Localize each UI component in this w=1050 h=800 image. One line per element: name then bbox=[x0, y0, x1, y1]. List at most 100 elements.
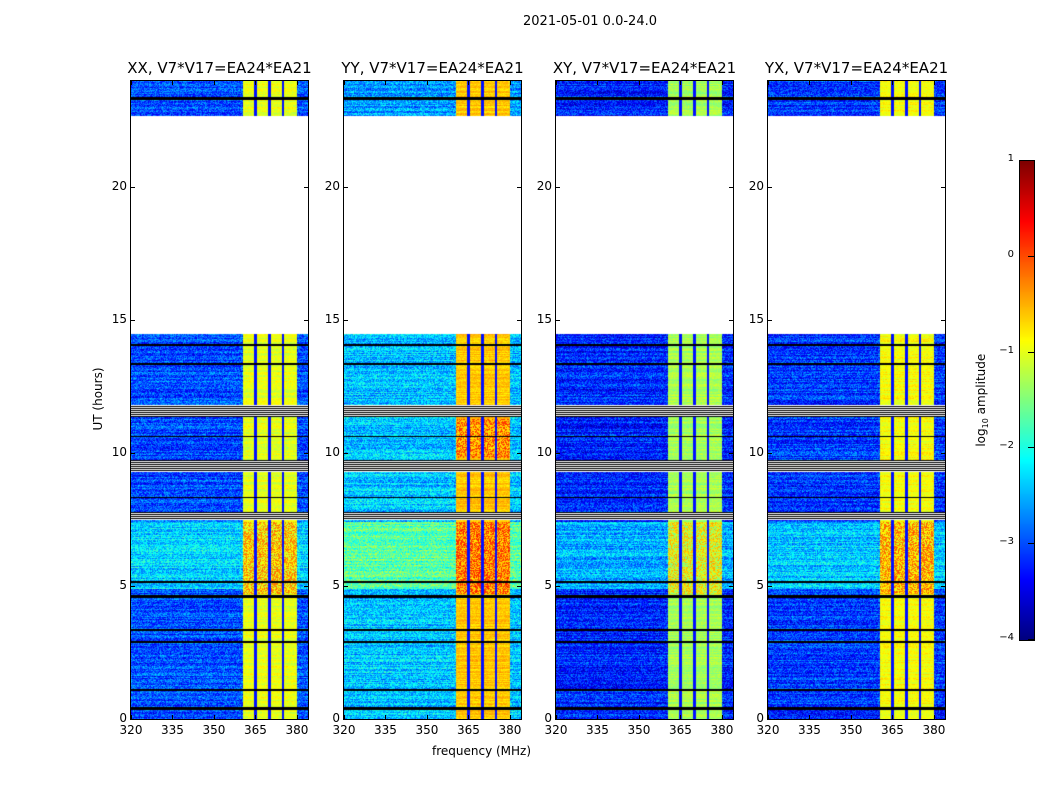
y-tick-mark bbox=[556, 320, 560, 322]
x-tick-mark bbox=[344, 81, 345, 85]
y-tick-mark bbox=[517, 453, 521, 455]
x-tick-label: 320 bbox=[332, 723, 356, 737]
y-tick-label: 0 bbox=[544, 711, 552, 725]
x-tick-mark bbox=[809, 81, 811, 85]
colorbar-tick-mark bbox=[1028, 351, 1034, 353]
colorbar-label-sub: 10 bbox=[981, 418, 991, 429]
x-tick-mark bbox=[296, 715, 298, 719]
panel-title: XX, V7*V17=EA24*EA21 bbox=[127, 59, 312, 77]
y-tick-label: 15 bbox=[111, 312, 127, 327]
colorbar-tick-label: 1 bbox=[1007, 153, 1014, 164]
panel-title: XY, V7*V17=EA24*EA21 bbox=[552, 59, 737, 77]
heatmap-image bbox=[556, 81, 733, 719]
y-tick-mark bbox=[556, 187, 560, 189]
x-tick-mark bbox=[892, 81, 894, 85]
y-tick-label: 5 bbox=[332, 578, 340, 593]
heatmap-panel bbox=[343, 80, 522, 720]
y-tick-label: 10 bbox=[536, 445, 552, 460]
x-tick-mark bbox=[172, 715, 174, 719]
x-tick-mark bbox=[597, 81, 599, 85]
x-tick-label: 380 bbox=[922, 723, 946, 737]
y-tick-label: 20 bbox=[536, 179, 552, 194]
colorbar-tick-mark bbox=[1028, 639, 1034, 640]
x-tick-mark bbox=[809, 715, 811, 719]
y-tick-mark bbox=[344, 453, 348, 455]
figure-title: 2021-05-01 0.0-24.0 bbox=[523, 14, 657, 29]
x-tick-label: 320 bbox=[544, 723, 568, 737]
y-tick-mark bbox=[304, 719, 308, 720]
x-tick-mark bbox=[933, 81, 935, 85]
colorbar-tick-label: −3 bbox=[999, 536, 1014, 548]
y-tick-label: 15 bbox=[324, 312, 340, 327]
x-tick-mark bbox=[638, 715, 640, 719]
y-tick-mark bbox=[729, 187, 733, 189]
x-tick-mark bbox=[850, 715, 852, 719]
y-tick-mark bbox=[556, 719, 560, 720]
x-tick-mark bbox=[385, 81, 387, 85]
y-tick-mark bbox=[344, 586, 348, 588]
x-tick-mark bbox=[344, 715, 345, 719]
y-tick-mark bbox=[344, 719, 348, 720]
heatmap-panel bbox=[555, 80, 734, 720]
y-tick-label: 10 bbox=[324, 445, 340, 460]
y-tick-mark bbox=[729, 719, 733, 720]
colorbar-tick-label: −1 bbox=[999, 344, 1014, 356]
y-tick-label: 0 bbox=[756, 711, 764, 725]
y-tick-mark bbox=[131, 320, 135, 322]
x-tick-mark bbox=[850, 81, 852, 85]
y-tick-label: 15 bbox=[748, 312, 764, 327]
colorbar-tick-mark bbox=[1028, 255, 1034, 257]
heatmap-panel bbox=[767, 80, 946, 720]
y-tick-label: 20 bbox=[324, 179, 340, 194]
colorbar-label: log10 amplitude bbox=[974, 340, 990, 460]
colorbar-tick-label: −2 bbox=[999, 440, 1014, 452]
x-tick-mark bbox=[509, 81, 511, 85]
y-tick-mark bbox=[941, 187, 945, 189]
y-tick-label: 0 bbox=[119, 711, 127, 725]
y-tick-mark bbox=[517, 719, 521, 720]
x-tick-label: 335 bbox=[798, 723, 821, 737]
x-tick-mark bbox=[468, 81, 470, 85]
colorbar-label-rest: amplitude bbox=[973, 353, 988, 419]
y-tick-mark bbox=[768, 187, 772, 189]
x-tick-mark bbox=[556, 715, 557, 719]
x-tick-label: 350 bbox=[627, 723, 651, 737]
y-tick-mark bbox=[729, 320, 733, 322]
x-tick-mark bbox=[213, 715, 215, 719]
x-tick-mark bbox=[426, 81, 428, 85]
y-tick-mark bbox=[131, 586, 135, 588]
x-tick-label: 365 bbox=[669, 723, 692, 737]
y-tick-mark bbox=[941, 719, 945, 720]
y-tick-mark bbox=[131, 719, 135, 720]
x-tick-mark bbox=[892, 715, 894, 719]
x-tick-mark bbox=[131, 715, 132, 719]
y-tick-mark bbox=[768, 719, 772, 720]
x-tick-label: 365 bbox=[881, 723, 904, 737]
panel-title: YY, V7*V17=EA24*EA21 bbox=[341, 59, 524, 77]
y-tick-mark bbox=[941, 453, 945, 455]
y-tick-mark bbox=[304, 187, 308, 189]
y-tick-mark bbox=[768, 453, 772, 455]
x-tick-mark bbox=[131, 81, 132, 85]
x-tick-label: 350 bbox=[202, 723, 226, 737]
colorbar-label-main: log bbox=[973, 428, 988, 447]
x-tick-mark bbox=[255, 715, 257, 719]
x-tick-label: 320 bbox=[756, 723, 780, 737]
x-tick-mark bbox=[597, 715, 599, 719]
x-tick-label: 380 bbox=[710, 723, 734, 737]
x-tick-mark bbox=[680, 81, 682, 85]
y-tick-mark bbox=[344, 320, 348, 322]
x-tick-label: 320 bbox=[119, 723, 143, 737]
heatmap-panel bbox=[130, 80, 309, 720]
x-tick-label: 380 bbox=[498, 723, 522, 737]
y-tick-mark bbox=[768, 320, 772, 322]
x-tick-label: 335 bbox=[586, 723, 609, 737]
colorbar-gradient bbox=[1020, 161, 1034, 640]
x-tick-mark bbox=[768, 715, 769, 719]
y-tick-mark bbox=[517, 187, 521, 189]
x-tick-mark bbox=[172, 81, 174, 85]
heatmap-image bbox=[131, 81, 308, 719]
x-tick-label: 380 bbox=[285, 723, 309, 737]
y-tick-mark bbox=[131, 453, 135, 455]
y-tick-label: 15 bbox=[536, 312, 552, 327]
